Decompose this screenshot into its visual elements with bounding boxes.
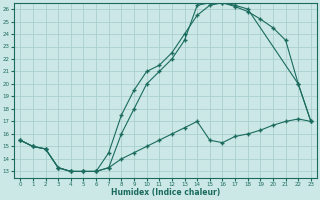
X-axis label: Humidex (Indice chaleur): Humidex (Indice chaleur) <box>111 188 220 197</box>
